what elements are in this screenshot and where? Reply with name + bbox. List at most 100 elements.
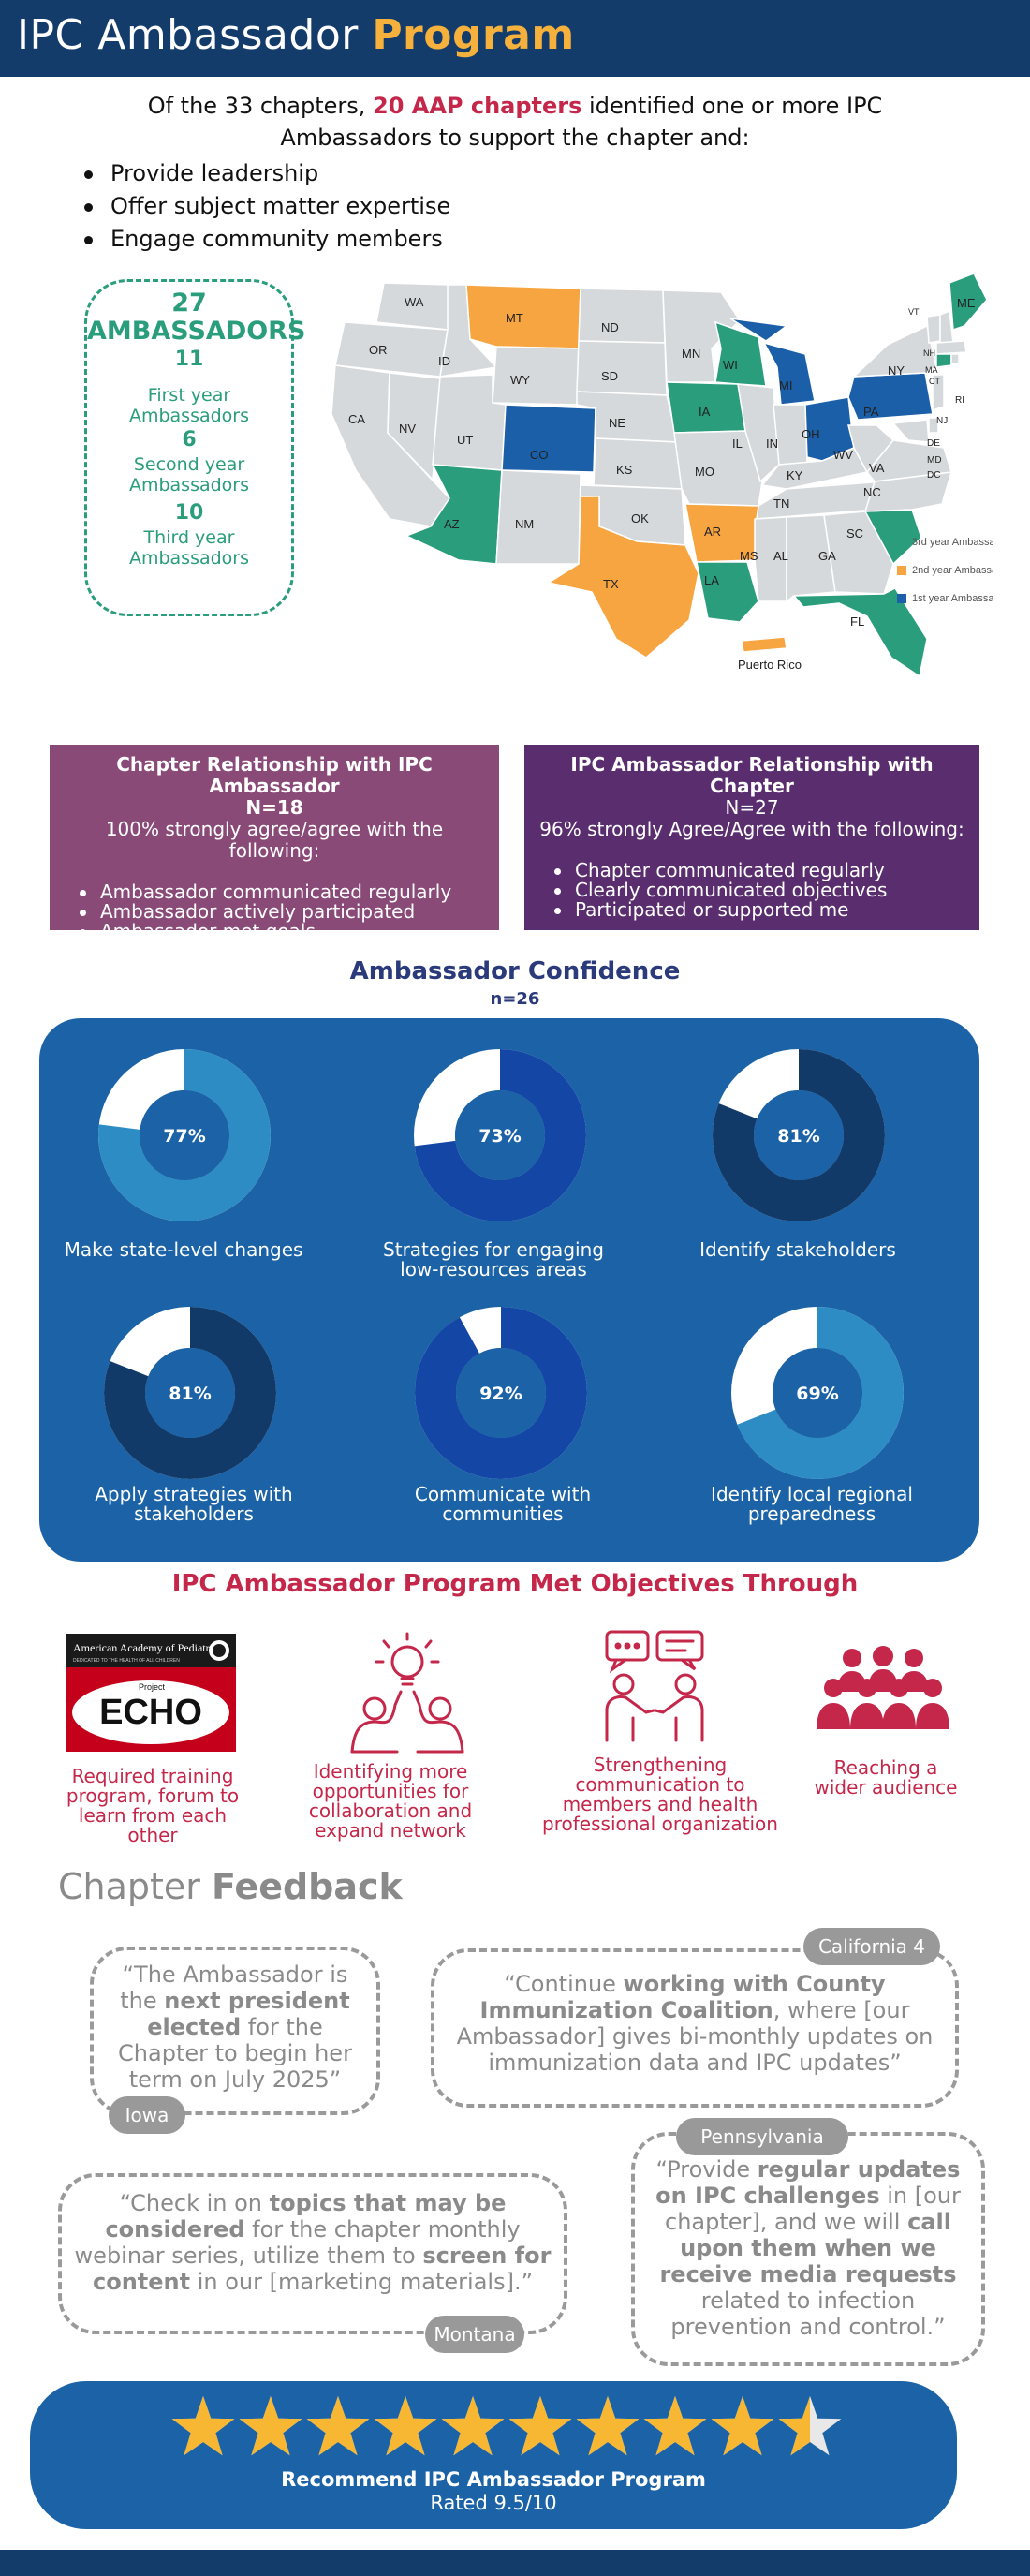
state-md (891, 419, 930, 443)
svg-text:SC: SC (846, 526, 863, 540)
svg-text:Puerto Rico: Puerto Rico (738, 658, 802, 672)
confidence-label: Strategies for engaging low-resources ar… (383, 1238, 604, 1281)
page-title: IPC Ambassador Program (17, 11, 575, 59)
donut-chart: 77% (98, 1049, 271, 1221)
svg-text:PA: PA (863, 405, 879, 419)
svg-text:ND: ND (601, 320, 619, 334)
svg-text:MO: MO (695, 465, 714, 479)
objectives-title: IPC Ambassador Program Met Objectives Th… (171, 1570, 859, 1598)
objective-label: Strengthening communication to members a… (542, 1754, 778, 1835)
star-rating (171, 2396, 842, 2456)
state-fl (792, 587, 928, 676)
state-pr (741, 636, 787, 653)
confidence-panel: 77% 73% 81% 81% 92% 69% Make state-level… (39, 1018, 979, 1562)
list-item: Ambassador actively participated (80, 902, 486, 922)
first-year-label: First year Ambassadors (128, 385, 250, 426)
svg-text:KY: KY (787, 468, 803, 482)
echo-logo: American Academy of Pediatrics DEDICATED… (66, 1634, 236, 1752)
confidence-label: Make state-level changes (64, 1238, 303, 1261)
state-mi-up (729, 318, 788, 342)
donut-percent: 92% (479, 1384, 522, 1404)
panel-title: Chapter Relationship with IPC Ambassador (116, 753, 433, 797)
state-pa (847, 372, 934, 421)
list-item: Provide leadership (84, 157, 646, 190)
objective-label: Reaching a wider audience (814, 1756, 958, 1799)
svg-text:WY: WY (510, 373, 530, 387)
svg-text:VT: VT (908, 307, 920, 317)
svg-text:CO: CO (530, 448, 549, 462)
third-year-label: Third year Ambassadors (128, 527, 250, 569)
intro-text: Of the 33 chapters, 20 AAP chapters iden… (147, 93, 883, 151)
state-me (949, 273, 988, 332)
state-ri (950, 353, 960, 364)
state-il (737, 383, 780, 483)
quote-iowa: “The Ambassador is the next president el… (90, 1947, 380, 2115)
confidence-label: Apply strategies with stakeholders (95, 1483, 293, 1525)
state-tag-montana: Montana (425, 2316, 524, 2353)
donut-value-arc (713, 1049, 885, 1221)
objective-label: Required training program, forum to lear… (66, 1765, 240, 1846)
state-ma (935, 340, 967, 355)
svg-text:3rd year Ambassadors: 3rd year Ambassadors (912, 537, 993, 548)
svg-text:AR: AR (704, 525, 721, 539)
donut-value-arc (414, 1049, 586, 1221)
state-wv (847, 424, 895, 474)
svg-text:DE: DE (927, 438, 940, 449)
svg-text:MS: MS (740, 549, 758, 563)
star-filled (306, 2396, 370, 2456)
svg-text:FL: FL (850, 614, 864, 629)
donut-value-arc (731, 1307, 904, 1479)
us-map: WA OR CA NV ID MT WY UT AZ CO NM ND SD N… (331, 273, 993, 676)
chapters-highlight: 20 AAP chapters (373, 93, 582, 119)
svg-text:VA: VA (869, 461, 885, 475)
svg-text:NY: NY (888, 363, 905, 378)
list-item: Chapter communicated regularly (554, 861, 966, 881)
donut-center (772, 1348, 862, 1438)
svg-text:NE: NE (609, 416, 625, 430)
svg-text:MI: MI (779, 378, 792, 392)
conversation-icon (605, 1630, 704, 1742)
state-tag-pennsylvania: Pennsylvania (676, 2118, 848, 2155)
confidence-title: Ambassador Confidence (349, 957, 681, 985)
svg-text:MN: MN (682, 347, 700, 361)
state-sd (576, 340, 668, 396)
svg-text:WI: WI (723, 358, 738, 372)
donut-percent: 73% (478, 1126, 521, 1147)
star-filled (239, 2396, 302, 2456)
second-year-count: 6 (182, 428, 197, 452)
star-filled (508, 2396, 572, 2456)
star-filled (643, 2396, 707, 2456)
star-filled (711, 2396, 774, 2456)
svg-text:NM: NM (515, 517, 534, 531)
svg-text:American Academy of Pediatrics: American Academy of Pediatrics (73, 1641, 222, 1654)
donut-chart: 69% (731, 1307, 904, 1479)
state-nv (387, 372, 441, 481)
state-tag-iowa: Iowa (109, 2096, 185, 2134)
list-item: Clearly communicated objectives (554, 881, 966, 900)
svg-text:CT: CT (929, 377, 940, 386)
donut-chart: 81% (713, 1049, 885, 1221)
svg-text:OH: OH (802, 427, 820, 441)
svg-text:TN: TN (773, 496, 789, 511)
total-label: AMBASSADORS (87, 317, 306, 346)
svg-text:OR: OR (369, 343, 388, 357)
donut-chart: 73% (414, 1049, 586, 1221)
state-ny (852, 324, 937, 378)
confidence-label: Communicate with communities (414, 1483, 592, 1525)
state-vt (926, 314, 941, 344)
svg-text:CA: CA (348, 412, 365, 426)
star-filled (778, 2396, 810, 2456)
svg-text:IN: IN (766, 437, 778, 451)
quote-montana: “Check in on topics that may be consider… (58, 2173, 567, 2334)
svg-text:SD: SD (601, 369, 618, 383)
quote-california: “Continue working with County Immunizati… (431, 1948, 959, 2108)
quote-pennsylvania: “Provide regular updates on IPC challeng… (631, 2132, 985, 2366)
ambassador-relationship-panel: IPC Ambassador Relationship with Chapter… (524, 745, 979, 930)
star-filled (171, 2396, 235, 2456)
feedback-title: Chapter Feedback (58, 1866, 403, 1907)
svg-text:TX: TX (603, 577, 619, 591)
svg-text:WV: WV (833, 448, 853, 462)
rating-panel: Recommend IPC Ambassador Program Rated 9… (30, 2381, 957, 2529)
audience-group-icon (817, 1646, 949, 1729)
state-la (696, 561, 759, 623)
